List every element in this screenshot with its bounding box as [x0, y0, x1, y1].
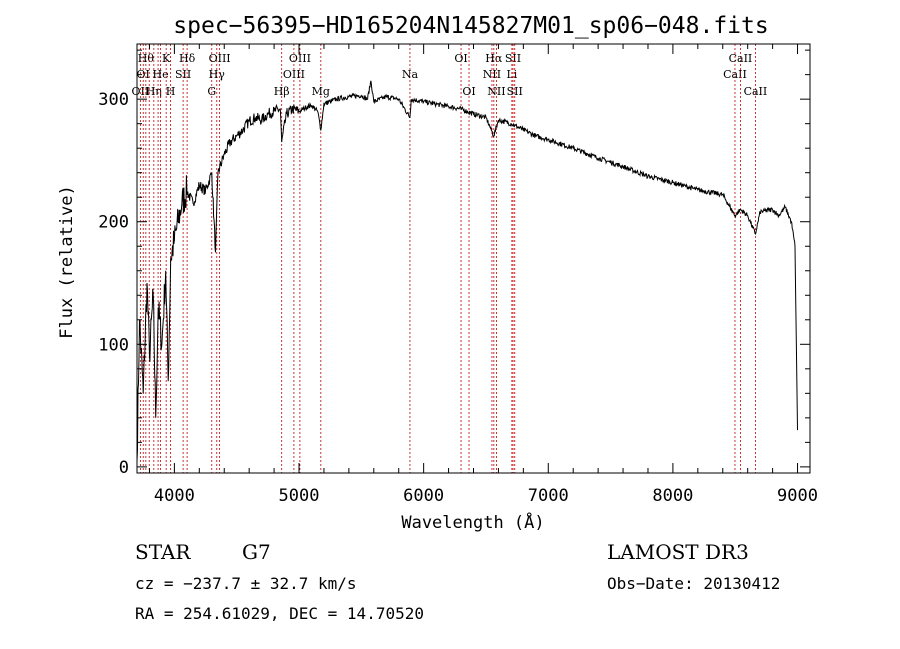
line-label-17: Mg [312, 85, 330, 98]
line-label-20: OI [462, 85, 475, 98]
line-markers: OII OI Hθ Hη He K H SII Hδ G Hγ OIII Hβ OIII OIII Mg Na O… [132, 44, 768, 473]
y-axis: 0 100 200 300 [98, 49, 810, 478]
line-label-8: H [166, 85, 176, 98]
plot-frame [136, 43, 811, 474]
line-label-7: K [162, 52, 171, 65]
coordinates-text: RA = 254.61029, DEC = 14.70520 [135, 604, 424, 623]
x-tick-label: 6000 [403, 486, 444, 506]
x-tick-label: 7000 [528, 486, 569, 506]
line-label-6: He [153, 68, 169, 81]
y-tick-label: 300 [98, 90, 129, 110]
line-label-4: Hη [146, 85, 162, 98]
redshift-text: cz = −237.7 ± 32.7 km/s [135, 574, 357, 593]
line-label-1: OI [137, 68, 150, 81]
line-label-9: SII [175, 68, 191, 81]
series-line-spectrum [136, 80, 798, 461]
y-tick-label: 0 [119, 458, 129, 478]
line-label-27: CaII [723, 68, 747, 81]
line-label-21: NII [483, 68, 501, 81]
line-label-25: SII [505, 52, 521, 65]
object-subclass: G7 [242, 540, 271, 564]
line-label-28: CaII [729, 52, 753, 65]
line-label-0: OII [132, 85, 150, 98]
series-group [136, 80, 798, 461]
y-axis-label: Flux (relative) [57, 185, 77, 339]
line-label-18: Na [402, 68, 419, 81]
line-label-29: CaII [744, 85, 768, 98]
line-label-12: Hγ [209, 68, 226, 81]
line-label-19: OI [454, 52, 467, 65]
line-label-2: Hθ [138, 52, 155, 65]
x-axis-label: Wavelength (Å) [401, 511, 544, 533]
line-label-14: Hβ [274, 85, 290, 98]
x-axis: 4000 5000 6000 7000 8000 9000 [148, 44, 818, 506]
x-tick-label: 4000 [154, 486, 195, 506]
line-label-13: OIII [209, 52, 231, 65]
y-tick-label: 200 [98, 213, 129, 233]
line-label-10: Hδ [179, 52, 196, 65]
line-label-16: OIII [289, 52, 311, 65]
line-label-26: SII [507, 85, 523, 98]
object-class: STAR [135, 540, 191, 564]
line-label-24: Li [506, 68, 517, 81]
y-tick-label: 100 [98, 335, 129, 355]
line-label-11: G [207, 85, 216, 98]
obs-date-text: Obs−Date: 20130412 [607, 574, 780, 593]
x-tick-label: 8000 [652, 486, 693, 506]
line-label-22: Hα [485, 52, 503, 65]
x-tick-label: 9000 [777, 486, 818, 506]
x-tick-label: 5000 [279, 486, 320, 506]
line-label-15: OIII [283, 68, 305, 81]
chart-title: spec−56395−HD165204N145827M01_sp06−048.f… [173, 13, 768, 39]
survey-label: LAMOST DR3 [607, 540, 749, 564]
line-label-23: NII [487, 85, 505, 98]
